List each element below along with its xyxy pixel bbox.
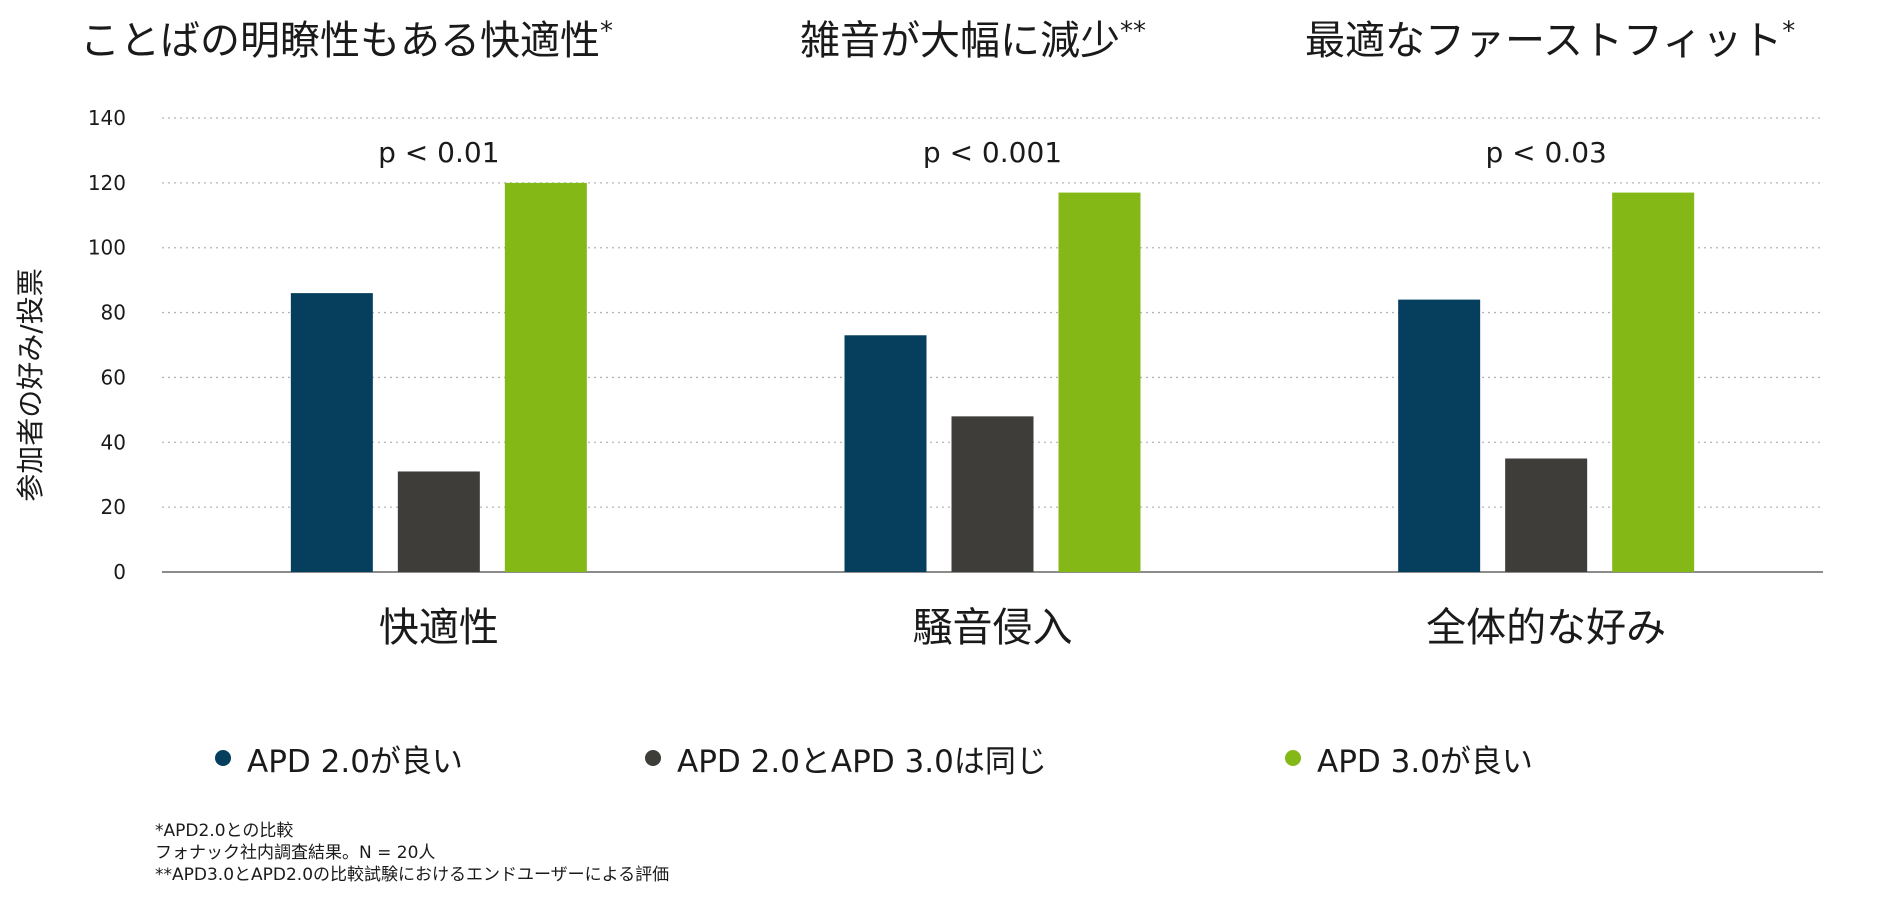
legend-swatch-apd30-better (1285, 750, 1301, 766)
footnotes: *APD2.0との比較 フォナック社内調査結果。N = 20人 **APD3.0… (155, 820, 669, 886)
footnote-comparison: *APD2.0との比較 (155, 821, 294, 841)
p-value-2: p < 0.03 (1485, 136, 1606, 169)
legend-label-apd20-better: APD 2.0が良い (247, 743, 463, 780)
headline-noise-mark: ** (1120, 16, 1146, 47)
x-axis-categories: 快適性 騒音侵入 全体的な好み (379, 605, 1666, 651)
legend-label-same: APD 2.0とAPD 3.0は同じ (677, 743, 1047, 780)
y-tick-label-80: 80 (101, 301, 126, 325)
headline-first-fit-text: 最適なファーストフィット (1305, 18, 1783, 64)
headline-comfort-mark: * (600, 16, 613, 47)
headline-first-fit-mark: * (1782, 16, 1796, 47)
bar-2-1 (1505, 458, 1588, 572)
y-tick-label-140: 140 (88, 106, 126, 130)
bar-0-1 (397, 471, 480, 572)
headline-first-fit: 最適なファーストフィット* (1305, 8, 1795, 66)
footnote-survey: フォナック社内調査結果。N = 20人 (155, 843, 436, 863)
footnote-end-user: **APD3.0とAPD2.0の比較試験におけるエンドユーザーによる評価 (155, 865, 670, 885)
bar-1-2 (1058, 192, 1141, 573)
legend-swatch-same (645, 750, 661, 766)
legend-item-same: APD 2.0とAPD 3.0は同じ (645, 738, 1047, 780)
y-tick-label-20: 20 (101, 495, 126, 519)
y-tick-label-60: 60 (101, 365, 126, 389)
bar-0-0 (290, 293, 373, 572)
bar-1-1 (951, 416, 1034, 572)
headline-comfort-text: ことばの明瞭性もある快適性 (80, 18, 600, 64)
legend-label-apd30-better: APD 3.0が良い (1317, 743, 1533, 780)
p-value-1: p < 0.001 (923, 136, 1062, 169)
x-category-label-2: 全体的な好み (1426, 605, 1666, 651)
p-value-0: p < 0.01 (378, 136, 499, 169)
y-tick-label-0: 0 (113, 560, 126, 584)
y-axis-label: 参加者の好み/投票 (14, 268, 47, 501)
p-value-annotations: p < 0.01 p < 0.001 p < 0.03 (378, 136, 1607, 169)
legend-item-apd30-better: APD 3.0が良い (1285, 738, 1533, 780)
x-category-label-1: 騒音侵入 (913, 605, 1073, 651)
headline-noise-text: 雑音が大幅に減少 (800, 18, 1120, 64)
legend-swatch-apd20-better (215, 750, 231, 766)
headline-comfort: ことばの明瞭性もある快適性* (80, 8, 613, 66)
bar-2-0 (1398, 299, 1481, 572)
y-tick-label-40: 40 (101, 430, 126, 454)
bars (290, 182, 1695, 573)
x-category-label-0: 快適性 (379, 605, 499, 651)
headline-noise: 雑音が大幅に減少** (800, 8, 1146, 66)
bar-0-2 (504, 182, 587, 572)
legend: APD 2.0が良い APD 2.0とAPD 3.0は同じ APD 3.0が良い (0, 738, 1883, 780)
bar-1-0 (844, 335, 927, 572)
legend-item-apd20-better: APD 2.0が良い (215, 738, 463, 780)
y-tick-label-100: 100 (88, 236, 126, 260)
bar-2-2 (1612, 192, 1695, 573)
y-tick-label-120: 120 (88, 171, 126, 195)
y-axis-ticks: 0 20 40 60 80 100 120 140 (88, 106, 126, 584)
